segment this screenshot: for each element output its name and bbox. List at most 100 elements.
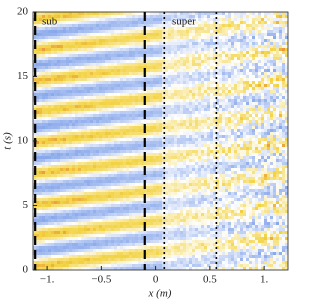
heat-cell xyxy=(168,33,171,36)
heat-cell xyxy=(156,144,159,147)
heat-cell xyxy=(129,105,132,108)
heat-cell xyxy=(129,102,132,105)
heat-cell xyxy=(138,150,141,153)
heat-cell xyxy=(258,39,261,42)
heat-cell xyxy=(48,156,51,159)
heat-cell xyxy=(117,168,120,171)
heat-cell xyxy=(168,141,171,144)
heat-cell xyxy=(51,60,54,63)
heat-cell xyxy=(102,132,105,135)
heat-cell xyxy=(102,120,105,123)
heat-cell xyxy=(225,141,228,144)
heat-cell xyxy=(186,51,189,54)
heat-cell xyxy=(264,75,267,78)
heat-cell xyxy=(114,177,117,180)
heat-cell xyxy=(225,57,228,60)
heat-cell xyxy=(270,60,273,63)
heat-cell xyxy=(141,45,144,48)
heat-cell xyxy=(33,105,36,108)
heat-cell xyxy=(279,126,282,129)
heat-cell xyxy=(66,66,69,69)
heat-cell xyxy=(60,63,63,66)
heat-cell xyxy=(189,111,192,114)
heat-cell xyxy=(123,165,126,168)
heat-cell xyxy=(222,81,225,84)
heat-cell xyxy=(153,66,156,69)
heat-cell xyxy=(228,93,231,96)
heat-cell xyxy=(108,147,111,150)
heat-cell xyxy=(246,162,249,165)
heat-cell xyxy=(213,135,216,138)
heat-cell xyxy=(201,171,204,174)
heat-cell xyxy=(72,105,75,108)
heat-cell xyxy=(279,81,282,84)
heat-cell xyxy=(57,42,60,45)
heat-cell xyxy=(285,72,288,75)
heat-cell xyxy=(81,24,84,27)
heat-cell xyxy=(57,99,60,102)
heat-cell xyxy=(126,165,129,168)
heat-cell xyxy=(45,33,48,36)
heat-cell xyxy=(93,138,96,141)
heat-cell xyxy=(78,45,81,48)
heat-cell xyxy=(270,84,273,87)
heat-cell xyxy=(81,168,84,171)
heat-cell xyxy=(126,147,129,150)
heat-cell xyxy=(45,78,48,81)
heat-cell xyxy=(69,153,72,156)
heat-cell xyxy=(252,75,255,78)
heat-cell xyxy=(141,150,144,153)
heat-cell xyxy=(174,120,177,123)
heat-cell xyxy=(231,51,234,54)
heat-cell xyxy=(171,126,174,129)
heat-cell xyxy=(213,111,216,114)
heat-cell xyxy=(210,45,213,48)
heat-cell xyxy=(198,123,201,126)
heat-cell xyxy=(93,27,96,30)
heat-cell xyxy=(228,108,231,111)
heat-cell xyxy=(243,120,246,123)
heat-cell xyxy=(222,111,225,114)
heat-cell xyxy=(135,126,138,129)
heat-cell xyxy=(180,54,183,57)
heat-cell xyxy=(261,120,264,123)
heat-cell xyxy=(63,96,66,99)
heat-cell xyxy=(177,54,180,57)
heat-cell xyxy=(210,90,213,93)
heat-cell xyxy=(84,39,87,42)
heat-cell xyxy=(96,132,99,135)
heat-cell xyxy=(201,27,204,30)
heat-cell xyxy=(129,111,132,114)
heat-cell xyxy=(129,72,132,75)
heat-cell xyxy=(81,57,84,60)
heat-cell xyxy=(219,123,222,126)
heat-cell xyxy=(273,15,276,18)
heat-cell xyxy=(240,75,243,78)
heat-cell xyxy=(246,177,249,180)
heat-cell xyxy=(72,18,75,21)
heat-cell xyxy=(195,171,198,174)
heat-cell xyxy=(255,27,258,30)
heat-cell xyxy=(135,93,138,96)
heat-cell xyxy=(138,105,141,108)
heat-cell xyxy=(246,87,249,90)
heat-cell xyxy=(69,12,72,15)
heat-cell xyxy=(90,171,93,174)
heat-cell xyxy=(258,33,261,36)
heat-cell xyxy=(135,24,138,27)
heat-cell xyxy=(129,96,132,99)
heat-cell xyxy=(183,129,186,132)
heat-cell xyxy=(75,66,78,69)
heat-cell xyxy=(234,162,237,165)
heat-cell xyxy=(180,114,183,117)
heat-cell xyxy=(132,93,135,96)
heat-cell xyxy=(102,18,105,21)
heat-cell xyxy=(90,15,93,18)
heat-cell xyxy=(222,177,225,180)
heat-cell xyxy=(84,63,87,66)
heat-cell xyxy=(39,78,42,81)
heat-cell xyxy=(273,165,276,168)
heat-cell xyxy=(126,156,129,159)
heat-cell xyxy=(54,57,57,60)
heat-cell xyxy=(135,72,138,75)
